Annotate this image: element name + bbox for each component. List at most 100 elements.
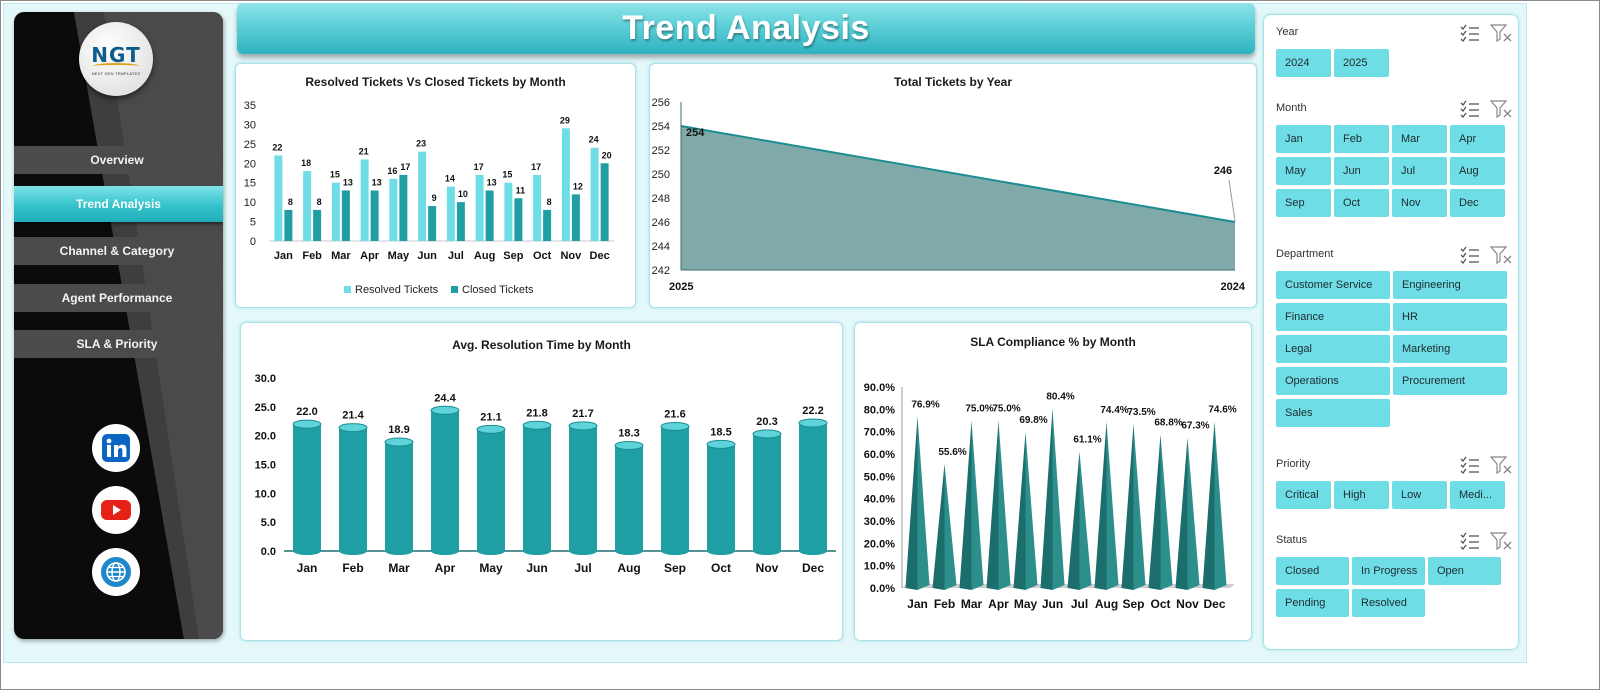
slicer-priority-option[interactable]: Critical: [1276, 481, 1331, 509]
slicer-priority-option[interactable]: High: [1334, 481, 1389, 509]
data-label: 67.3%: [1181, 421, 1209, 432]
sla-pyramid-right: [1133, 423, 1146, 590]
data-label: 21.8: [526, 407, 547, 419]
resolution-bar: [523, 425, 551, 551]
bar-cap: [338, 423, 368, 433]
slicer-month-option[interactable]: Jun: [1334, 157, 1389, 185]
website-button[interactable]: [92, 548, 140, 596]
area-fill: [681, 126, 1235, 270]
x-tick-label: Jan: [274, 250, 293, 262]
slicer-department-option[interactable]: Procurement: [1393, 367, 1507, 395]
resolved-vs-closed-chart-card: Resolved Tickets Vs Closed Tickets by Mo…: [235, 63, 636, 308]
data-label: 20: [602, 150, 612, 160]
slicer-month: Month Jan Feb Mar Apr May Jun Jul Aug Sep Oct Nov De…: [1276, 99, 1512, 217]
slicer-year-option[interactable]: 2025: [1334, 49, 1389, 77]
slicer-department-option[interactable]: Marketing: [1393, 335, 1507, 363]
slicer-status-option[interactable]: Resolved: [1352, 589, 1425, 617]
y-tick-label: 252: [652, 145, 670, 157]
slicer-month-option[interactable]: Mar: [1392, 125, 1447, 153]
bar-base: [431, 547, 459, 555]
slicer-month-option[interactable]: May: [1276, 157, 1331, 185]
data-label: 21.4: [342, 410, 364, 422]
clear-filter-icon[interactable]: [1489, 246, 1512, 265]
slicer-department-option[interactable]: Engineering: [1393, 271, 1507, 299]
clear-filter-icon[interactable]: [1489, 100, 1512, 119]
bar-base: [753, 547, 781, 555]
data-label: 13: [372, 177, 382, 187]
area-line: [680, 125, 1236, 223]
x-tick-label: Feb: [934, 597, 955, 611]
nav-overview-button[interactable]: Overview: [14, 146, 220, 174]
x-tick-label: Jul: [574, 561, 591, 575]
data-label: 8: [317, 197, 322, 207]
avg-resolution-time-chart-title: Avg. Resolution Time by Month: [452, 338, 631, 352]
data-label: 18.3: [618, 427, 639, 439]
y-tick-label: 30.0: [255, 373, 276, 385]
closed-bar: [543, 209, 552, 241]
nav-agent-performance-button[interactable]: Agent Performance: [14, 284, 220, 312]
resolved-bar: [303, 171, 312, 241]
slicer-month-option[interactable]: Oct: [1334, 189, 1389, 217]
closed-bar: [399, 174, 408, 241]
slicer-department-option[interactable]: Legal: [1276, 335, 1390, 363]
slicer-department-option[interactable]: Sales: [1276, 399, 1390, 427]
nav-channel-category-button[interactable]: Channel & Category: [14, 237, 220, 265]
data-label: 68.8%: [1154, 417, 1182, 428]
clear-filter-icon[interactable]: [1489, 456, 1512, 475]
y-tick-label: 15: [244, 178, 256, 190]
sla-pyramid-left: [1148, 434, 1161, 590]
multi-select-icon[interactable]: [1460, 532, 1480, 550]
y-tick-label: 5: [250, 217, 256, 229]
slicer-month-option[interactable]: Aug: [1450, 157, 1505, 185]
slicer-month-option[interactable]: Sep: [1276, 189, 1331, 217]
sla-pyramid-left: [1094, 421, 1107, 590]
multi-select-icon[interactable]: [1460, 246, 1480, 264]
slicer-month-option[interactable]: Nov: [1392, 189, 1447, 217]
slicer-month-option[interactable]: Apr: [1450, 125, 1505, 153]
slicer-month-option[interactable]: Jan: [1276, 125, 1331, 153]
clear-filter-icon[interactable]: [1489, 532, 1512, 551]
data-label: 23: [416, 139, 426, 149]
slicer-status-option[interactable]: Pending: [1276, 589, 1349, 617]
slicer-department-option[interactable]: Operations: [1276, 367, 1390, 395]
data-label: 22.0: [296, 406, 317, 418]
slicer-status-option[interactable]: Closed: [1276, 557, 1349, 585]
slicer-status-option[interactable]: In Progress: [1352, 557, 1425, 585]
slicer-status-option[interactable]: Open: [1428, 557, 1501, 585]
youtube-button[interactable]: [92, 486, 140, 534]
multi-select-icon[interactable]: [1460, 24, 1480, 42]
clear-filter-icon[interactable]: [1489, 24, 1512, 43]
slicer-month-option[interactable]: Jul: [1392, 157, 1447, 185]
slicer-year-option[interactable]: 2024: [1276, 49, 1331, 77]
slicer-month-option[interactable]: Dec: [1450, 189, 1505, 217]
x-tick-label: Oct: [533, 250, 552, 262]
data-label: 13: [487, 177, 497, 187]
slicer-month-option[interactable]: Feb: [1334, 125, 1389, 153]
x-tick-label: Jun: [526, 561, 547, 575]
data-label: 76.9%: [911, 399, 939, 410]
bar-cap: [568, 421, 598, 431]
bar-cap: [430, 405, 460, 415]
linkedin-button[interactable]: [92, 424, 140, 472]
x-tick-label: Aug: [474, 250, 495, 262]
resolved-bar: [475, 174, 484, 241]
multi-select-icon[interactable]: [1460, 100, 1480, 118]
y-tick-label: 20: [244, 158, 256, 170]
slicer-department-option[interactable]: Customer Service: [1276, 271, 1390, 299]
bar-cap: [660, 421, 690, 431]
slicer-priority-option[interactable]: Medi...: [1450, 481, 1505, 509]
linkedin-icon: [102, 434, 130, 462]
nav-sla-priority-button[interactable]: SLA & Priority: [14, 330, 220, 358]
nav-trend-analysis-button[interactable]: Trend Analysis: [14, 186, 223, 222]
data-label: 24.4: [434, 392, 456, 404]
sla-pyramid-left: [932, 463, 945, 590]
resolved-bar: [418, 151, 427, 241]
bar-base: [477, 547, 505, 555]
slicer-department-option[interactable]: HR: [1393, 303, 1507, 331]
data-label: 61.1%: [1073, 435, 1101, 446]
slicer-department-option[interactable]: Finance: [1276, 303, 1390, 331]
y-tick-label: 256: [652, 97, 670, 109]
y-tick-label: 10.0: [255, 488, 276, 500]
slicer-priority-option[interactable]: Low: [1392, 481, 1447, 509]
multi-select-icon[interactable]: [1460, 456, 1480, 474]
